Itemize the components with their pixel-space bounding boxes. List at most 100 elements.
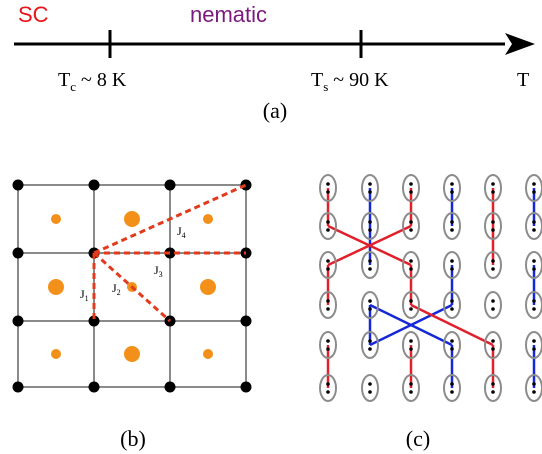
ellipse-dot — [532, 339, 536, 343]
ellipse-dot — [326, 339, 330, 343]
ellipse-dot — [450, 382, 454, 386]
ellipse-dot — [532, 382, 536, 386]
orbital-ellipse — [361, 331, 379, 359]
orbital-ellipse — [361, 251, 379, 279]
ellipse-dot — [326, 267, 330, 271]
orbital-ellipse — [319, 331, 337, 359]
ellipse-dot — [450, 267, 454, 271]
ellipse-dot — [450, 228, 454, 232]
ellipse-dot — [326, 307, 330, 311]
red-bond — [327, 224, 412, 267]
lattice-site — [88, 315, 100, 327]
spin-bonds — [326, 188, 536, 388]
j4-label: J4 — [177, 224, 186, 240]
red-bond — [410, 303, 494, 347]
lattice-site — [240, 179, 252, 191]
ellipse-dot — [368, 390, 372, 394]
ellipse-dot — [491, 339, 495, 343]
ellipse-dot — [326, 390, 330, 394]
ellipse-dot — [450, 307, 454, 311]
orange-site — [51, 349, 61, 359]
orange-site — [124, 211, 140, 227]
ellipse-dot — [326, 228, 330, 232]
ellipse-dot — [368, 339, 372, 343]
ellipse-dot — [491, 382, 495, 386]
caption-a: (a) — [263, 98, 287, 123]
ellipse-dot — [409, 347, 413, 351]
orbital-ellipse — [484, 174, 502, 202]
ellipse-dot — [450, 299, 454, 303]
ellipse-dot — [491, 190, 495, 194]
orange-site — [124, 346, 140, 362]
ellipse-dot — [450, 220, 454, 224]
lattice-site — [164, 381, 176, 393]
ellipse-dot — [409, 382, 413, 386]
orange-site — [51, 214, 61, 224]
ellipse-dot — [326, 382, 330, 386]
sc-phase-label: SC — [18, 2, 49, 27]
ellipse-dot — [491, 390, 495, 394]
ellipse-dot — [326, 220, 330, 224]
orange-site — [203, 349, 213, 359]
ellipse-dot — [326, 259, 330, 263]
ellipse-dot — [409, 307, 413, 311]
ellipse-dot — [326, 182, 330, 186]
ellipse-dot — [532, 220, 536, 224]
ellipse-dot — [491, 299, 495, 303]
ellipse-dot — [368, 182, 372, 186]
orbital-ellipse — [402, 291, 420, 319]
orbital-ellipse — [443, 331, 461, 359]
lattice-site — [12, 179, 24, 191]
ellipse-dot — [368, 382, 372, 386]
orbital-ellipse — [402, 212, 420, 240]
orbital-ellipse — [525, 374, 542, 402]
ellipse-dot — [532, 228, 536, 232]
caption-c: (c) — [406, 426, 430, 451]
orbital-ellipse — [319, 174, 337, 202]
ellipse-dot — [368, 307, 372, 311]
lattice-site — [88, 179, 100, 191]
ellipse-dot — [491, 267, 495, 271]
nematic-phase-label: nematic — [190, 2, 267, 27]
coupling-bonds — [92, 183, 247, 323]
ellipse-dot — [368, 220, 372, 224]
orbital-ellipse — [443, 251, 461, 279]
orbital-ellipse — [484, 331, 502, 359]
caption-b: (b) — [120, 426, 146, 451]
tc-label: Tc ~ 8 K — [58, 69, 127, 94]
orbital-ellipse — [402, 174, 420, 202]
lattice-site — [240, 381, 252, 393]
ellipse-dot — [409, 259, 413, 263]
ellipse-dot — [326, 347, 330, 351]
ellipse-dot — [532, 267, 536, 271]
orbital-ellipse — [525, 251, 542, 279]
orbital-ellipse — [525, 291, 542, 319]
ellipse-dot — [491, 220, 495, 224]
orbital-ellipse — [319, 374, 337, 402]
ellipse-dot — [450, 182, 454, 186]
panel-c: (c) — [319, 174, 542, 451]
blue-bond — [369, 303, 453, 347]
ellipse-dot — [368, 299, 372, 303]
ellipse-dot — [532, 259, 536, 263]
ellipse-dot — [450, 339, 454, 343]
ellipse-dot — [409, 339, 413, 343]
ellipse-dot — [450, 390, 454, 394]
lattice-site — [12, 315, 24, 327]
j4-bond — [93, 183, 247, 255]
ellipse-dot — [532, 182, 536, 186]
orbital-ellipse — [361, 174, 379, 202]
ellipse-dot — [409, 299, 413, 303]
orbital-ellipse — [402, 251, 420, 279]
ellipse-dot — [491, 259, 495, 263]
orbital-ellipse — [443, 291, 461, 319]
orbital-ellipse — [361, 291, 379, 319]
temperature-axis-arrowhead — [505, 33, 535, 55]
orange-site — [200, 279, 216, 295]
ellipse-dot — [368, 228, 372, 232]
lattice-site — [164, 179, 176, 191]
j2-bond — [92, 251, 172, 323]
ellipse-dot — [532, 190, 536, 194]
j2-label: J2 — [112, 281, 121, 297]
orbital-ellipse — [402, 331, 420, 359]
